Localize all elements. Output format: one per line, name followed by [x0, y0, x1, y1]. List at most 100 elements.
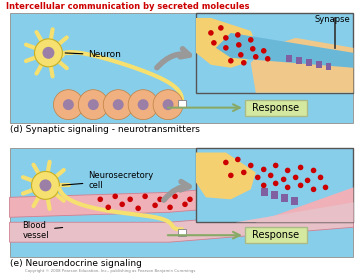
Circle shape: [272, 202, 277, 208]
Circle shape: [157, 196, 163, 202]
Polygon shape: [216, 33, 354, 68]
FancyBboxPatch shape: [245, 100, 307, 116]
Circle shape: [241, 60, 246, 65]
Bar: [9, 147, 354, 257]
Circle shape: [236, 42, 242, 48]
Text: Neurosecretory
cell: Neurosecretory cell: [62, 171, 154, 190]
Circle shape: [42, 47, 54, 59]
Text: Response: Response: [252, 103, 299, 113]
Circle shape: [248, 37, 254, 43]
Circle shape: [106, 204, 111, 210]
Circle shape: [302, 196, 307, 201]
Circle shape: [53, 90, 83, 119]
Circle shape: [242, 202, 248, 208]
Circle shape: [235, 32, 241, 38]
Polygon shape: [196, 18, 256, 68]
Circle shape: [212, 201, 218, 207]
Circle shape: [113, 99, 124, 110]
Bar: [178, 100, 186, 107]
Circle shape: [273, 163, 278, 168]
Circle shape: [232, 193, 238, 198]
Circle shape: [32, 172, 60, 199]
Circle shape: [265, 56, 270, 62]
Circle shape: [167, 204, 173, 210]
Circle shape: [318, 175, 323, 180]
Circle shape: [281, 177, 286, 182]
Circle shape: [63, 99, 74, 110]
Text: Blood
vessel: Blood vessel: [23, 221, 63, 240]
Polygon shape: [216, 187, 354, 222]
Bar: [178, 229, 186, 236]
Circle shape: [228, 58, 234, 64]
Circle shape: [152, 202, 158, 208]
Circle shape: [128, 90, 158, 119]
Circle shape: [127, 196, 133, 202]
Circle shape: [113, 193, 118, 199]
Polygon shape: [9, 177, 354, 217]
Circle shape: [88, 99, 99, 110]
Circle shape: [262, 193, 268, 199]
Circle shape: [323, 185, 328, 190]
Text: Response: Response: [252, 230, 299, 240]
Bar: [196, 147, 354, 222]
Circle shape: [297, 202, 302, 208]
Circle shape: [298, 165, 303, 170]
Bar: [315, 61, 322, 68]
Text: (e) Neuroendocrine signaling: (e) Neuroendocrine signaling: [9, 259, 142, 268]
Circle shape: [98, 196, 103, 202]
Circle shape: [292, 193, 297, 199]
Polygon shape: [251, 38, 354, 93]
Circle shape: [311, 168, 316, 173]
Circle shape: [261, 48, 266, 54]
Circle shape: [285, 168, 290, 173]
Circle shape: [248, 163, 254, 168]
FancyBboxPatch shape: [245, 227, 307, 243]
Bar: [9, 13, 354, 122]
Circle shape: [138, 99, 148, 110]
Circle shape: [293, 175, 298, 180]
Text: (d) Synaptic signaling - neurotransmitters: (d) Synaptic signaling - neurotransmitte…: [9, 125, 199, 134]
Bar: [196, 13, 354, 93]
Bar: [281, 194, 287, 202]
Bar: [286, 55, 291, 62]
Circle shape: [277, 196, 282, 201]
Polygon shape: [236, 202, 354, 222]
Circle shape: [153, 90, 183, 119]
Bar: [271, 191, 278, 199]
Circle shape: [241, 170, 246, 175]
Circle shape: [172, 193, 178, 199]
Circle shape: [250, 46, 256, 52]
Circle shape: [227, 204, 233, 210]
Circle shape: [223, 45, 229, 51]
Bar: [306, 59, 311, 66]
Circle shape: [228, 173, 234, 178]
Circle shape: [223, 35, 229, 41]
Circle shape: [311, 187, 316, 192]
Circle shape: [211, 40, 217, 46]
Circle shape: [197, 204, 203, 210]
Circle shape: [223, 160, 229, 165]
Circle shape: [238, 52, 244, 58]
Text: Intercellular communication by secreted molecules: Intercellular communication by secreted …: [5, 2, 249, 11]
Text: Neuron: Neuron: [65, 50, 121, 59]
Circle shape: [208, 30, 214, 36]
Circle shape: [40, 179, 52, 191]
Circle shape: [298, 182, 303, 188]
Circle shape: [187, 196, 193, 202]
Circle shape: [119, 201, 125, 207]
Bar: [295, 57, 302, 64]
Polygon shape: [9, 207, 354, 242]
Circle shape: [287, 206, 293, 211]
Circle shape: [235, 157, 241, 162]
Circle shape: [255, 175, 261, 180]
Polygon shape: [196, 153, 256, 199]
Bar: [291, 197, 298, 205]
Circle shape: [202, 193, 208, 199]
Circle shape: [103, 90, 133, 119]
Circle shape: [78, 90, 108, 119]
Circle shape: [261, 182, 266, 188]
Circle shape: [261, 167, 266, 172]
Circle shape: [135, 206, 141, 211]
Circle shape: [247, 196, 253, 201]
Circle shape: [163, 99, 174, 110]
